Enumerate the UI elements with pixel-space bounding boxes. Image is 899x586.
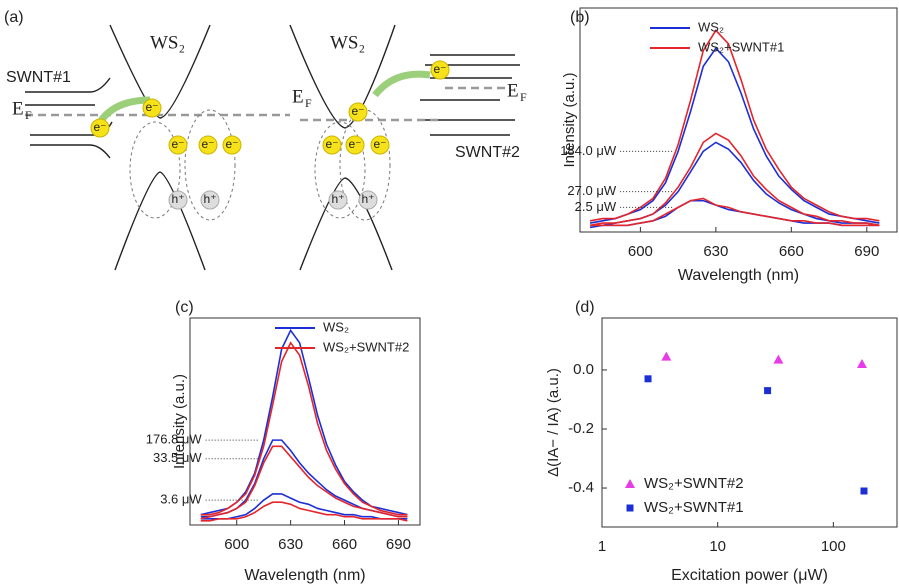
marker — [661, 351, 672, 361]
legend-label: WS₂ — [323, 319, 349, 334]
electron: e⁻ — [373, 137, 386, 151]
electron: e⁻ — [93, 120, 106, 134]
spectrum — [589, 29, 880, 222]
marker — [644, 375, 652, 383]
x-tick-label: 630 — [703, 243, 728, 260]
x-axis-label: Excitation power (μW) — [671, 567, 828, 584]
band — [299, 177, 393, 271]
band — [25, 77, 111, 93]
marker — [860, 487, 868, 495]
x-tick-label: 690 — [854, 243, 879, 260]
marker — [764, 387, 772, 395]
spectrum — [200, 328, 408, 516]
exciton — [129, 121, 181, 219]
legend-marker — [626, 504, 634, 512]
hole: h⁺ — [331, 192, 344, 206]
legend-label: WS₂+SWNT#1 — [698, 39, 784, 54]
electron: e⁻ — [171, 137, 184, 151]
x-axis-label: Wavelength (nm) — [678, 267, 799, 284]
particle-labels: e⁻ e⁻ e⁻ e⁻ e⁻ e⁻ e⁻ e⁻ e⁻ e⁻ h⁺ h⁺ h⁺ h… — [93, 62, 446, 206]
fermi-sub: F — [520, 90, 527, 104]
panel-label: (a) — [4, 9, 24, 26]
electron: e⁻ — [145, 100, 158, 114]
ws2-label: WS₂ — [330, 32, 365, 53]
particles — [90, 60, 450, 210]
spectrum — [200, 493, 408, 520]
swnt-label: SWNT#2 — [455, 144, 520, 161]
swnt-label: SWNT#1 — [6, 69, 71, 86]
x-tick-label: 630 — [278, 536, 303, 553]
fermi-main: E — [12, 98, 24, 119]
legend-label: WS₂+SWNT#1 — [644, 499, 744, 516]
ws2-label: WS₂ — [150, 32, 185, 53]
electron: e⁻ — [351, 104, 364, 118]
legend-label: WS₂ — [698, 19, 724, 34]
exciton — [314, 121, 366, 219]
x-tick-label: 690 — [386, 536, 411, 553]
legend-label: WS₂+SWNT#2 — [644, 475, 744, 492]
x-tick-label: 600 — [628, 243, 653, 260]
x-tick-label: 10 — [709, 538, 726, 555]
transfer-arrow — [97, 96, 151, 125]
x-axis-label: Wavelength (nm) — [244, 567, 365, 584]
hole: h⁺ — [203, 192, 216, 206]
x-tick-label: 1 — [598, 538, 606, 555]
hole: h⁺ — [361, 192, 374, 206]
band — [109, 24, 211, 119]
spectrum — [590, 197, 880, 227]
marker — [856, 359, 867, 369]
x-tick-label: 600 — [224, 536, 249, 553]
x-tick-label: 660 — [332, 536, 357, 553]
plot-frame — [189, 317, 421, 526]
power-label: 2.5 μW — [575, 199, 617, 214]
y-tick-label: 0.0 — [573, 361, 594, 378]
legend-label: WS₂+SWNT#2 — [323, 339, 409, 354]
power-label: 27.0 μW — [567, 183, 616, 198]
hole: h⁺ — [171, 192, 184, 206]
marker — [773, 354, 784, 364]
spectrum — [589, 132, 880, 227]
electron: e⁻ — [225, 137, 238, 151]
legend-marker — [625, 479, 635, 488]
electron: e⁻ — [348, 137, 361, 151]
panel-label: (c) — [175, 299, 194, 316]
y-axis-label: Intensity (a.u.) — [561, 72, 578, 167]
fermi-sub: F — [25, 108, 32, 122]
electron: e⁻ — [325, 137, 338, 151]
power-label: 184.0 μW — [560, 143, 617, 158]
band — [114, 171, 206, 271]
plot-frame — [601, 317, 898, 528]
y-tick-label: -0.4 — [568, 479, 594, 496]
x-tick-label: 100 — [821, 538, 846, 555]
y-axis-label: Δ(IA− / IA) (a.u.) — [545, 368, 562, 477]
power-label: 3.6 μW — [160, 492, 202, 507]
fermi-main: E — [292, 86, 304, 107]
spectrum — [200, 341, 408, 516]
band — [289, 24, 396, 129]
power-label: 176.8 μW — [146, 432, 203, 447]
y-axis-label: Intensity (a.u.) — [171, 374, 188, 469]
exciton — [184, 109, 236, 221]
electron: e⁻ — [433, 62, 446, 76]
power-label: 33.5 μW — [153, 450, 202, 465]
panel-label: (d) — [575, 299, 595, 316]
plot-frame — [579, 7, 898, 233]
spectrum — [200, 501, 408, 522]
spectrum — [589, 47, 880, 224]
fermi-main: E — [507, 80, 519, 101]
x-tick-label: 660 — [779, 243, 804, 260]
y-tick-label: -0.2 — [568, 420, 594, 437]
fermi-level — [25, 86, 505, 122]
electron: e⁻ — [201, 137, 214, 151]
panel-label: (b) — [570, 9, 590, 26]
band — [30, 144, 111, 159]
transfer-arrow — [372, 70, 431, 98]
spectrum — [200, 445, 408, 520]
fermi-sub: F — [305, 96, 312, 110]
band — [420, 54, 520, 136]
